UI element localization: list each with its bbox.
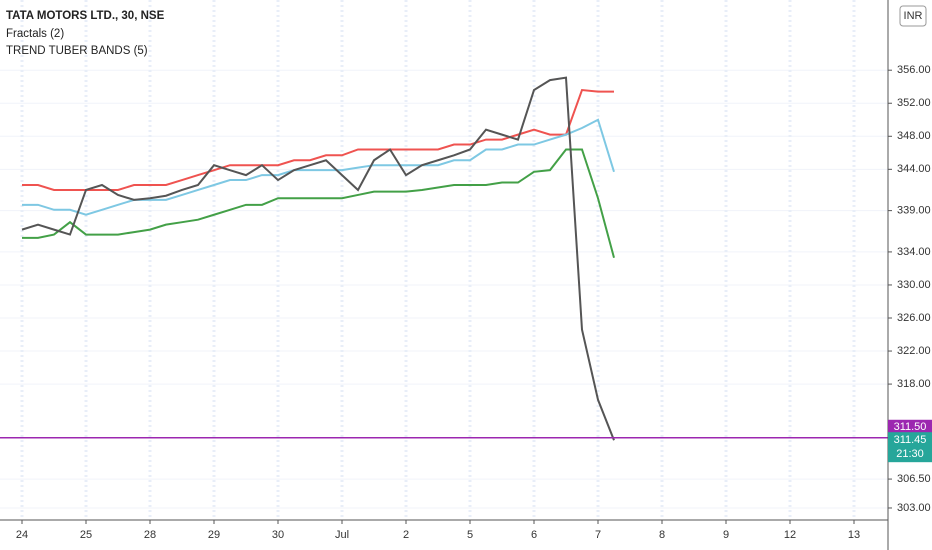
- x-tick-label: 30: [272, 529, 284, 541]
- x-tick-label: 5: [467, 529, 473, 541]
- last-price-tag: [888, 432, 932, 463]
- y-tick-label: 356.00: [897, 64, 931, 76]
- y-tick-label: 326.00: [897, 312, 931, 324]
- y-tick-label: 306.50: [897, 473, 931, 485]
- series-line: [22, 88, 614, 191]
- y-tick-label: 339.00: [897, 205, 931, 217]
- x-tick-label: 12: [784, 529, 796, 541]
- x-tick-label: 13: [848, 529, 860, 541]
- x-tick-label: 8: [659, 529, 665, 541]
- legend-item: TREND TUBER BANDS (5): [6, 45, 148, 57]
- x-tick-label: 7: [595, 529, 601, 541]
- series-line: [22, 118, 615, 216]
- x-tick-label: 2: [403, 529, 409, 541]
- x-tick-label: 25: [80, 529, 92, 541]
- plot: [0, 76, 888, 441]
- y-tick-label: 334.00: [897, 246, 931, 258]
- last-price-label: 311.45: [894, 434, 927, 446]
- series-line: [22, 148, 615, 258]
- legend-item: Fractals (2): [6, 28, 64, 40]
- y-tick-label: 330.00: [897, 279, 931, 291]
- y-tick-label: 318.00: [897, 378, 931, 390]
- y-tick-label: 344.00: [897, 163, 931, 175]
- y-tick-label: 348.00: [897, 130, 931, 142]
- x-tick-label: Jul: [335, 529, 349, 541]
- countdown-label: 21:30: [896, 448, 924, 460]
- x-tick-label: 9: [723, 529, 729, 541]
- chart-title: TATA MOTORS LTD., 30, NSE: [6, 10, 165, 22]
- x-tick-label: 24: [16, 529, 28, 541]
- y-tick-label: 303.00: [897, 502, 931, 514]
- x-tick-label: 29: [208, 529, 220, 541]
- price-line-tag: [888, 419, 932, 435]
- y-tick-label: 352.00: [897, 97, 931, 109]
- grid: [0, 0, 888, 520]
- x-tick-label: 6: [531, 529, 537, 541]
- price-line-label: 311.50: [894, 421, 927, 433]
- currency[interactable]: INR: [904, 10, 923, 22]
- series-line: [21, 76, 615, 441]
- y-tick-label: 322.00: [897, 345, 931, 357]
- currency-box[interactable]: [899, 5, 927, 27]
- x-tick-label: 28: [144, 529, 156, 541]
